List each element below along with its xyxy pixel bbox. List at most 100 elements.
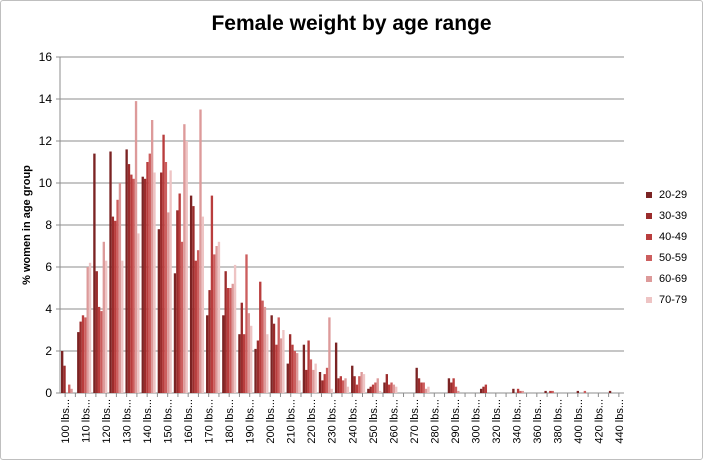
x-tick-label: 340 lbs... xyxy=(511,399,523,444)
x-tick-label: 300 lbs... xyxy=(470,399,482,444)
bar xyxy=(229,288,232,393)
bar xyxy=(118,183,122,393)
bar xyxy=(194,260,197,393)
legend: 20-29 30-39 40-49 50-59 60-69 70-79 xyxy=(646,184,687,310)
bar xyxy=(226,288,230,393)
x-tick-label: 250 lbs... xyxy=(368,399,380,444)
bar xyxy=(84,317,87,393)
legend-swatch xyxy=(646,212,652,219)
bar xyxy=(291,344,294,393)
bar xyxy=(282,330,285,393)
bar xyxy=(521,390,524,393)
bar xyxy=(392,384,396,393)
bar xyxy=(109,151,112,393)
bar xyxy=(277,317,280,393)
bar xyxy=(302,344,306,393)
x-tick-label: 360 lbs... xyxy=(532,399,544,444)
bar xyxy=(153,172,156,393)
bar xyxy=(355,384,359,393)
bar xyxy=(240,302,243,393)
legend-label: 30-39 xyxy=(659,209,688,222)
bar xyxy=(344,378,347,393)
legend-label: 60-69 xyxy=(659,272,688,285)
bar xyxy=(337,378,340,393)
bar xyxy=(367,388,370,393)
bar xyxy=(307,340,310,393)
bar xyxy=(457,390,460,393)
bar xyxy=(275,344,278,393)
bar xyxy=(259,281,262,393)
bar xyxy=(286,363,289,393)
bar xyxy=(325,367,329,393)
bar xyxy=(266,334,269,393)
bar xyxy=(148,153,151,393)
bar xyxy=(270,315,273,393)
bar xyxy=(254,348,257,393)
y-tick-label: 4 xyxy=(45,302,52,316)
legend-swatch xyxy=(646,233,652,240)
bar xyxy=(169,170,172,393)
bar xyxy=(130,174,133,393)
y-tick-label: 0 xyxy=(45,386,52,400)
bar xyxy=(100,311,103,393)
y-tick-label: 12 xyxy=(39,134,53,148)
bar xyxy=(208,290,211,393)
bar xyxy=(305,369,308,393)
bar xyxy=(279,338,283,393)
bar xyxy=(88,262,92,393)
bar xyxy=(233,264,237,393)
bar xyxy=(484,384,488,393)
bar xyxy=(549,390,552,393)
bar xyxy=(224,271,227,393)
bar xyxy=(482,386,485,393)
bar xyxy=(189,195,193,393)
bar xyxy=(121,260,124,393)
y-tick-label: 14 xyxy=(39,92,53,106)
bar xyxy=(178,193,181,393)
bar xyxy=(334,342,338,393)
x-tick-label: 240 lbs... xyxy=(347,399,359,444)
x-tick-label: 440 lbs... xyxy=(614,399,626,444)
bar xyxy=(160,172,163,393)
bar xyxy=(358,376,361,393)
bar xyxy=(360,372,363,393)
bar xyxy=(374,382,377,393)
bar xyxy=(134,101,138,393)
bar xyxy=(192,206,195,393)
bar xyxy=(215,246,218,393)
bar xyxy=(247,313,251,393)
bar xyxy=(150,120,154,393)
bar xyxy=(263,306,267,393)
bar xyxy=(371,384,375,393)
bar xyxy=(454,386,458,393)
bar xyxy=(346,386,350,393)
y-tick-label: 6 xyxy=(45,260,52,274)
bar xyxy=(296,353,299,393)
bar xyxy=(608,390,612,393)
bar xyxy=(314,363,317,393)
legend-label: 40-49 xyxy=(659,230,688,243)
bar xyxy=(424,388,428,393)
bar xyxy=(81,315,85,393)
bar xyxy=(298,380,301,393)
bar xyxy=(217,241,221,393)
x-tick-label: 100 lbs... xyxy=(60,399,72,444)
bar xyxy=(369,386,372,393)
bar xyxy=(293,351,297,393)
bar xyxy=(114,220,117,393)
x-tick-label: 130 lbs... xyxy=(122,399,134,444)
bar xyxy=(95,271,98,393)
bar xyxy=(417,378,421,393)
bar xyxy=(97,306,101,393)
bar xyxy=(242,334,246,393)
bar xyxy=(583,390,587,393)
bar xyxy=(420,382,423,393)
bar xyxy=(362,374,366,393)
bar xyxy=(102,241,105,393)
x-tick-label: 260 lbs... xyxy=(388,399,400,444)
bar xyxy=(321,380,324,393)
x-tick-label: 160 lbs... xyxy=(183,399,195,444)
x-tick-label: 120 lbs... xyxy=(101,399,113,444)
bar xyxy=(143,178,147,393)
